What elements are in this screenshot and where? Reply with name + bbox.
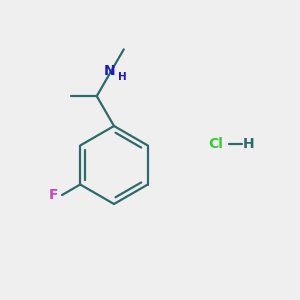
Text: H: H [243,137,255,151]
Text: F: F [49,188,58,202]
Text: H: H [118,72,127,82]
Text: Cl: Cl [208,137,224,151]
Text: N: N [104,64,115,78]
